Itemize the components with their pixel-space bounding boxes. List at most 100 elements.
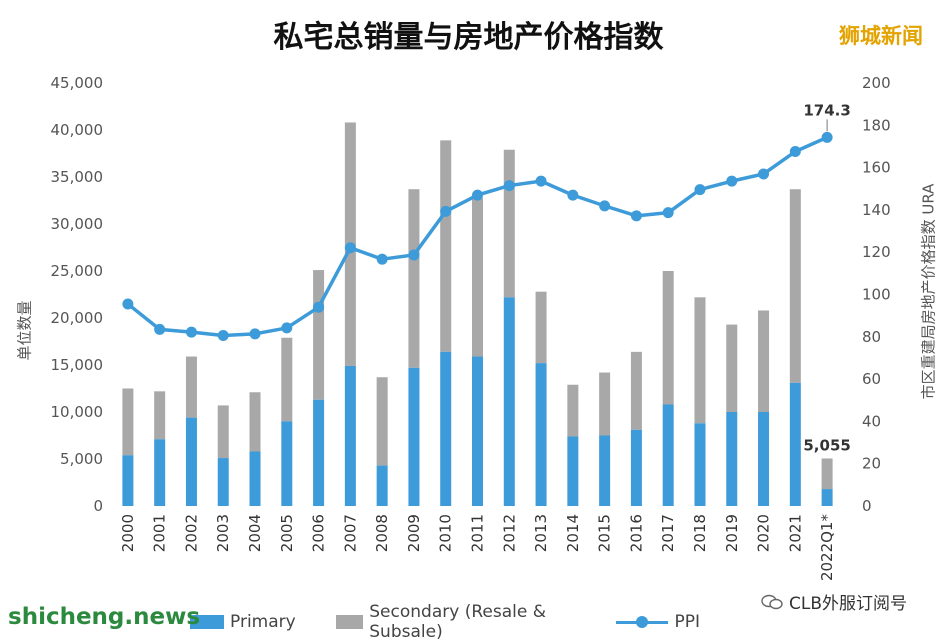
legend-label-ppi: PPI: [674, 612, 700, 632]
x-tick-label: 2020: [755, 514, 773, 552]
ppi-point: [726, 176, 737, 187]
bar-secondary: [440, 140, 451, 352]
legend: Primary Secondary (Resale & Subsale) PPI: [190, 602, 740, 642]
y-tick-left: 0: [93, 497, 103, 515]
ppi-point: [186, 327, 197, 338]
bar-primary: [822, 489, 833, 506]
annotation-total-value: 5,055: [803, 436, 850, 454]
y-tick-left: 40,000: [51, 121, 104, 139]
y-tick-left: 30,000: [51, 215, 104, 233]
watermark-site: shicheng.news: [8, 604, 200, 630]
legend-label-primary: Primary: [230, 612, 296, 632]
x-tick-label: 2021: [786, 514, 804, 552]
legend-item-primary: Primary: [190, 612, 296, 632]
bar-secondary: [472, 198, 483, 357]
ppi-point: [345, 242, 356, 253]
bar-primary: [186, 418, 197, 506]
bar-primary: [218, 458, 229, 506]
bar-primary: [440, 352, 451, 506]
bar-primary: [345, 366, 356, 506]
x-tick-label: 2008: [373, 514, 391, 552]
y-tick-left: 25,000: [51, 262, 104, 280]
bar-primary: [313, 400, 324, 506]
bar-secondary: [281, 338, 292, 422]
x-tick-label: 2016: [627, 514, 645, 552]
y-tick-left: 45,000: [51, 74, 104, 92]
bar-primary: [631, 430, 642, 506]
ppi-point: [313, 302, 324, 313]
x-tick-label: 2000: [119, 514, 137, 552]
bar-primary: [281, 421, 292, 506]
x-tick-label: 2009: [405, 514, 423, 552]
bar-secondary: [663, 271, 674, 404]
x-tick-label: 2018: [691, 514, 709, 552]
bar-primary: [408, 368, 419, 506]
ppi-point: [408, 249, 419, 260]
x-tick-label: 2002: [182, 514, 200, 552]
legend-label-secondary: Secondary (Resale & Subsale): [369, 602, 576, 642]
bar-secondary: [154, 391, 165, 439]
ppi-point: [218, 330, 229, 341]
bar-secondary: [313, 270, 324, 400]
ppi-point: [790, 146, 801, 157]
watermark-account: CLB外服订阅号: [761, 589, 907, 614]
ppi-point: [694, 184, 705, 195]
y-tick-right: 80: [862, 328, 881, 346]
x-tick-label: 2007: [341, 514, 359, 552]
y-tick-right: 160: [862, 159, 891, 177]
y-tick-right: 40: [862, 412, 881, 430]
ppi-point: [758, 168, 769, 179]
bar-secondary: [726, 325, 737, 412]
ppi-point: [472, 190, 483, 201]
ppi-point: [663, 207, 674, 218]
bar-secondary: [504, 150, 515, 298]
ppi-point: [536, 176, 547, 187]
x-tick-label: 2011: [469, 514, 487, 552]
y-tick-right: 180: [862, 116, 891, 134]
annotation-ppi-value: 174.3: [803, 101, 850, 119]
ppi-point: [154, 324, 165, 335]
x-tick-label: 2001: [151, 514, 169, 552]
ppi-point: [377, 254, 388, 265]
bar-secondary: [408, 189, 419, 368]
bar-secondary: [631, 352, 642, 430]
x-tick-label: 2014: [564, 514, 582, 552]
ppi-point: [122, 299, 133, 310]
bar-primary: [599, 436, 610, 507]
bar-primary: [694, 423, 705, 506]
y-tick-left: 35,000: [51, 168, 104, 186]
ppi-point: [440, 206, 451, 217]
bar-primary: [122, 455, 133, 506]
bar-primary: [536, 363, 547, 506]
legend-item-ppi: PPI: [616, 612, 700, 632]
x-tick-label: 2005: [278, 514, 296, 552]
bar-primary: [377, 466, 388, 506]
ppi-point: [250, 328, 261, 339]
bar-secondary: [186, 357, 197, 418]
bar-primary: [567, 436, 578, 506]
x-tick-label: 2006: [310, 514, 328, 552]
y-tick-right: 120: [862, 243, 891, 261]
x-tick-label: 2019: [723, 514, 741, 552]
x-tick-label: 2017: [659, 514, 677, 552]
y-tick-left: 5,000: [60, 450, 103, 468]
ppi-point: [567, 190, 578, 201]
y-tick-right: 140: [862, 201, 891, 219]
ppi-point: [822, 132, 833, 143]
bar-primary: [472, 357, 483, 506]
y-tick-left: 15,000: [51, 356, 104, 374]
y-tick-right: 100: [862, 286, 891, 304]
x-tick-label: 2022Q1*: [818, 514, 836, 582]
bar-secondary: [599, 373, 610, 436]
bar-secondary: [758, 310, 769, 412]
wechat-icon: [761, 594, 783, 610]
y-tick-right: 60: [862, 370, 881, 388]
bar-primary: [790, 383, 801, 506]
bar-secondary: [790, 189, 801, 383]
watermark-account-label: CLB外服订阅号: [789, 589, 907, 614]
x-tick-label: 2012: [500, 514, 518, 552]
bar-secondary: [694, 297, 705, 423]
bar-primary: [726, 412, 737, 506]
x-tick-label: 2010: [437, 514, 455, 552]
